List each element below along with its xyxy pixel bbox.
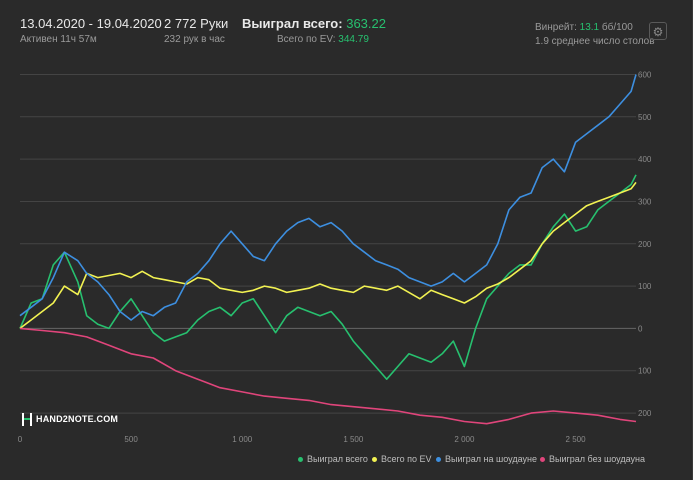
legend-won-total[interactable]: Выиграл всего bbox=[298, 454, 368, 464]
legend-dot-green-icon bbox=[298, 457, 303, 463]
active-time: Активен 11ч 57м bbox=[20, 34, 97, 45]
winrate-value: 13.1 bbox=[579, 22, 600, 33]
series-line-3 bbox=[19, 327, 637, 425]
legend-label: Выиграл на шоудауне bbox=[445, 454, 537, 464]
legend-dot-yellow-icon bbox=[372, 457, 377, 463]
winrate: Винрейт: 13.1 бб/100 bbox=[535, 22, 633, 33]
legend-showdown[interactable]: Выиграл на шоудауне bbox=[436, 454, 537, 464]
y-tick-label: 500 bbox=[638, 113, 652, 122]
y-tick-label: 300 bbox=[638, 197, 652, 206]
won-total-value: 363.22 bbox=[346, 16, 386, 31]
y-tick-label: 600 bbox=[638, 70, 652, 79]
series-line-0 bbox=[19, 174, 637, 381]
won-total-label: Выиграл всего: bbox=[242, 16, 343, 31]
y-tick-label: 0 bbox=[638, 324, 643, 333]
ev-total-label: Всего по EV: bbox=[277, 34, 336, 45]
series-line-2 bbox=[19, 74, 637, 321]
hands-count: 2 772 Руки bbox=[164, 16, 229, 31]
hands-per-hour: 232 рук в час bbox=[164, 34, 225, 45]
x-tick-label: 1 500 bbox=[343, 435, 364, 444]
y-tick-label: 100 bbox=[638, 367, 652, 376]
x-tick-label: 2 000 bbox=[454, 435, 475, 444]
legend-dot-blue-icon bbox=[436, 457, 441, 463]
legend-no-showdown[interactable]: Выиграл без шоудауна bbox=[540, 454, 645, 464]
x-tick-label: 1 000 bbox=[232, 435, 253, 444]
legend-label: Выиграл всего bbox=[307, 454, 368, 464]
logo-mark-icon bbox=[22, 413, 32, 426]
x-tick-label: 0 bbox=[18, 435, 23, 444]
y-tick-label: 200 bbox=[638, 409, 652, 418]
legend-dot-pink-icon bbox=[540, 457, 545, 463]
ev-total: Всего по EV: 344.79 bbox=[277, 34, 369, 45]
winrate-label: Винрейт: bbox=[535, 22, 577, 33]
x-tick-label: 2 500 bbox=[566, 435, 587, 444]
y-tick-label: 100 bbox=[638, 282, 652, 291]
ev-total-value: 344.79 bbox=[338, 34, 369, 45]
settings-gear-icon[interactable]: ⚙ bbox=[649, 22, 667, 40]
hand2note-logo: HAND2NOTE.COM bbox=[22, 413, 118, 426]
legend-label: Всего по EV bbox=[381, 454, 432, 464]
date-range: 13.04.2020 - 19.04.2020 bbox=[20, 16, 162, 31]
x-tick-label: 500 bbox=[124, 435, 138, 444]
y-tick-label: 400 bbox=[638, 155, 652, 164]
y-tick-label: 200 bbox=[638, 240, 652, 249]
won-total: Выиграл всего: 363.22 bbox=[242, 16, 386, 31]
winrate-unit: бб/100 bbox=[601, 22, 633, 33]
logo-text: HAND2NOTE.COM bbox=[36, 413, 119, 424]
legend-ev-total[interactable]: Всего по EV bbox=[372, 454, 431, 464]
series-line-1 bbox=[19, 181, 637, 330]
avg-tables: 1.9 среднее число столов bbox=[535, 36, 655, 47]
legend-label: Выиграл без шоудауна bbox=[549, 454, 645, 464]
